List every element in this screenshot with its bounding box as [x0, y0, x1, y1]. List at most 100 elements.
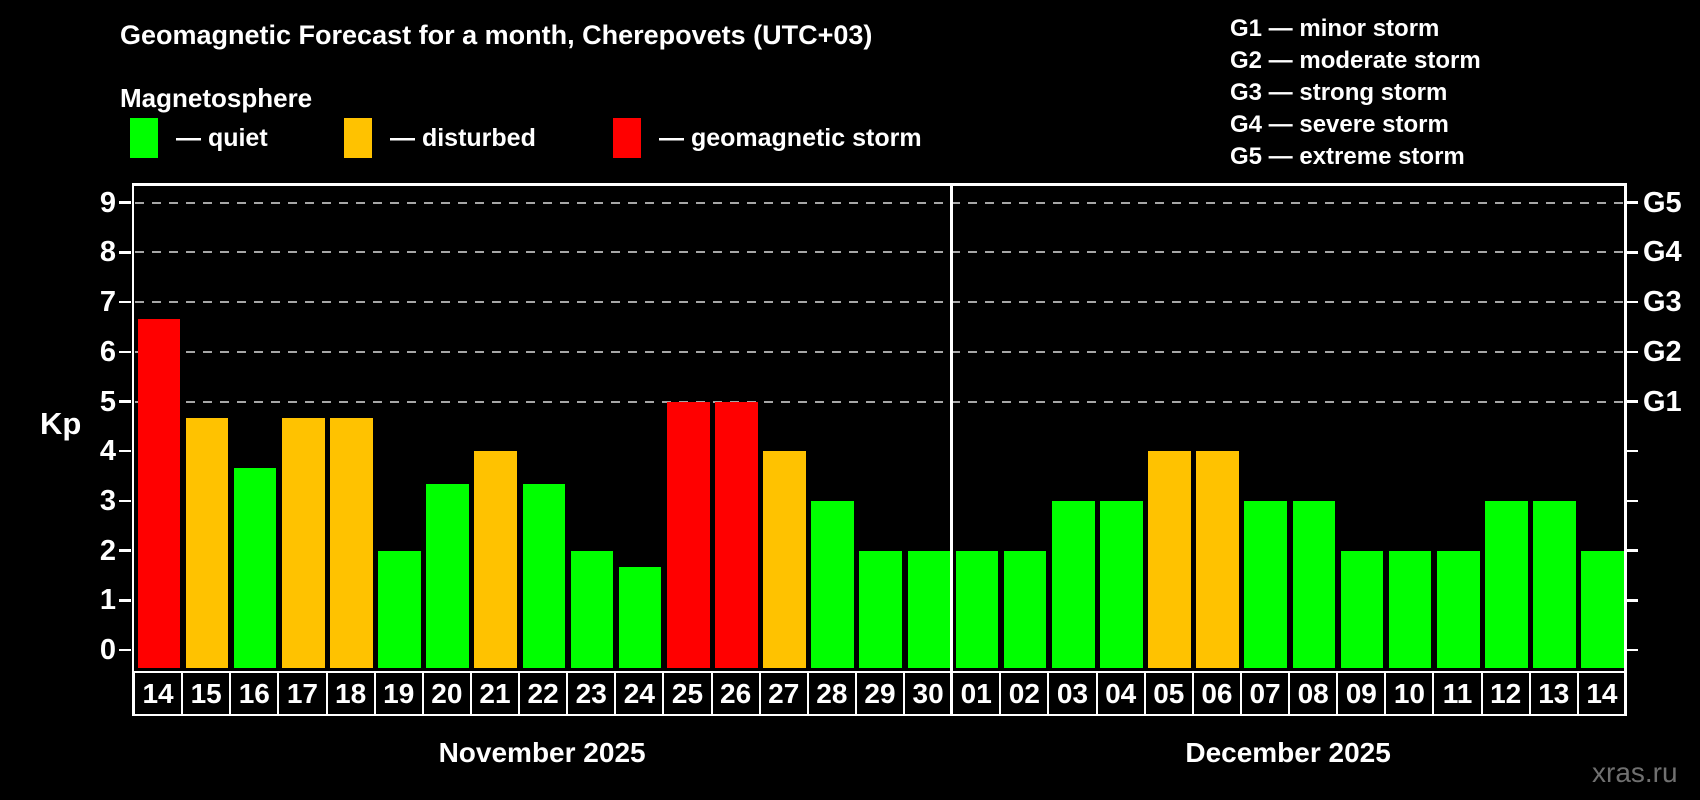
bar	[955, 550, 999, 668]
date-label: 10	[1384, 671, 1435, 716]
bar	[1388, 550, 1432, 668]
date-label: 02	[999, 671, 1050, 716]
g2-legend-line: G2 — moderate storm	[1230, 47, 1481, 74]
right-axis-tick	[1626, 251, 1638, 254]
gridline	[135, 251, 1623, 254]
bar	[1485, 500, 1528, 668]
right-axis-tick	[1626, 648, 1638, 652]
date-label: 09	[1336, 671, 1387, 716]
bar	[1148, 451, 1191, 668]
g3-legend-line: G3 — strong storm	[1230, 79, 1448, 106]
bar	[426, 484, 469, 668]
date-label: 28	[806, 671, 857, 716]
bar	[811, 500, 854, 668]
date-label: 14	[133, 671, 184, 716]
bar	[1003, 550, 1047, 668]
y-tick-label: 2	[99, 534, 116, 567]
date-label: 21	[469, 671, 521, 716]
gridline	[135, 350, 1623, 353]
legend-item-quiet: — quiet	[130, 116, 268, 160]
date-label: 29	[854, 671, 906, 716]
date-label: 07	[1239, 671, 1291, 716]
g4-legend-line: G4 — severe storm	[1230, 111, 1449, 138]
y-axis-tick	[119, 449, 131, 453]
g-scale-label: G3	[1643, 286, 1682, 319]
bar	[570, 550, 614, 668]
gridline	[135, 400, 1623, 403]
date-label: 05	[1143, 671, 1194, 716]
y-axis-tick	[119, 549, 131, 552]
y-tick-label: 1	[99, 584, 116, 617]
date-label: 18	[325, 671, 376, 716]
magnetosphere-label: Magnetosphere	[120, 83, 313, 113]
g5-legend-line: G5 — extreme storm	[1230, 143, 1465, 170]
month-divider	[950, 183, 953, 716]
y-tick-label: 4	[99, 435, 116, 468]
y-tick-label: 7	[99, 286, 116, 319]
legend-storm-label: — geomagnetic storm	[659, 123, 922, 152]
gridline	[135, 301, 1623, 304]
g-scale-label: G2	[1643, 335, 1682, 368]
disturbed-color-swatch	[344, 118, 372, 158]
date-label: 14	[1576, 671, 1627, 716]
date-label: 01	[951, 671, 1002, 716]
y-axis-tick	[119, 251, 131, 254]
plot-top-border	[131, 183, 1627, 186]
y-axis-tick	[119, 300, 131, 304]
date-label: 30	[903, 671, 954, 716]
bar	[763, 451, 806, 668]
g-scale-legend: G1 — minor storm G2 — moderate storm G3 …	[1230, 13, 1481, 173]
bar	[522, 484, 566, 668]
date-label: 27	[758, 671, 809, 716]
bar	[137, 318, 181, 668]
date-label: 22	[518, 671, 569, 716]
g-scale-label: G5	[1643, 186, 1682, 219]
date-label: 15	[181, 671, 232, 716]
bar	[715, 401, 758, 668]
right-axis-tick	[1626, 201, 1638, 204]
date-label: 08	[1288, 671, 1339, 716]
date-label: 19	[373, 671, 424, 716]
y-axis-tick	[119, 350, 131, 354]
bar	[1100, 500, 1143, 668]
date-label: 13	[1528, 671, 1579, 716]
watermark: xras.ru	[1592, 757, 1678, 788]
bar	[1292, 500, 1336, 668]
bar	[185, 417, 229, 668]
legend-item-disturbed: — disturbed	[344, 116, 536, 160]
g-scale-label: G4	[1643, 236, 1682, 269]
gridline	[135, 201, 1623, 204]
date-label: 03	[1047, 671, 1098, 716]
y-tick-label: 9	[99, 186, 116, 219]
legend-quiet-label: — quiet	[176, 123, 268, 152]
page-title: Geomagnetic Forecast for a month, Cherep…	[120, 20, 873, 50]
right-axis-line	[1624, 183, 1627, 716]
right-axis-tick	[1626, 400, 1638, 403]
y-tick-label: 0	[99, 634, 116, 666]
bar	[233, 467, 277, 668]
g-scale-label: G1	[1643, 385, 1682, 418]
right-axis-tick	[1626, 350, 1638, 354]
y-tick-label: 5	[99, 385, 116, 418]
right-axis-tick	[1626, 499, 1638, 503]
y-axis-tick	[119, 400, 131, 403]
date-label: 24	[614, 671, 665, 716]
quiet-color-swatch	[130, 118, 158, 158]
bar	[281, 417, 325, 668]
y-axis-tick	[119, 648, 131, 652]
y-axis-line	[131, 183, 134, 716]
date-label: 12	[1480, 671, 1531, 716]
y-axis-title: Kp	[40, 406, 82, 441]
bar	[1340, 550, 1384, 668]
bar	[1196, 451, 1239, 668]
y-tick-label: 3	[99, 484, 116, 517]
legend-item-storm: — geomagnetic storm	[613, 116, 922, 160]
bar	[618, 567, 662, 668]
date-label: 06	[1191, 671, 1242, 716]
bar	[1051, 500, 1095, 668]
date-label: 11	[1432, 671, 1483, 716]
right-axis-tick	[1626, 599, 1638, 602]
date-label: 25	[662, 671, 713, 716]
